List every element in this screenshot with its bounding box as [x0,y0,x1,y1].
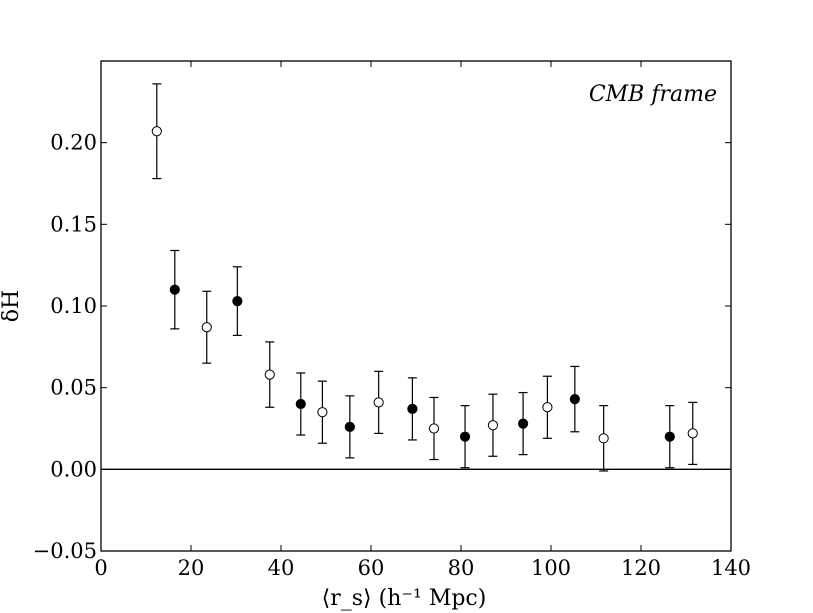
x-tick-label: 40 [268,556,295,580]
data-point-open [201,322,212,333]
x-tick-label: 120 [621,556,661,580]
data-point-filled [664,431,675,442]
data-point-open [373,397,384,408]
y-axis-label: δH [0,290,24,322]
marker-layer [151,126,698,444]
data-point-filled [459,431,471,442]
x-tick-label: 100 [531,556,571,580]
data-point-open [487,420,499,431]
y-tick-label: 0.15 [50,212,97,236]
data-point-open [687,428,698,439]
annotation-label: CMB frame [589,82,717,107]
y-tick-label: 0.00 [50,457,97,481]
y-tick-label: 0.10 [50,294,97,318]
data-point-filled [407,403,418,414]
x-tick-label: 20 [178,556,205,580]
y-tick-label: −0.05 [33,539,97,563]
data-point-open [428,423,440,434]
tick-layer: 0 20 40 60 80 100 120 140 −0.05 0.00 0.05 0.10 0.15 0… [33,61,751,580]
data-point-filled [169,284,180,295]
x-axis-label: ⟨r_s⟩ (h⁻¹ Mpc) [322,586,487,611]
plot-frame [100,60,732,552]
x-tick-label: 80 [448,556,475,580]
data-point-filled [569,394,580,405]
data-point-open [542,402,553,413]
data-point-filled [518,418,529,429]
y-tick-label: 0.20 [50,131,97,155]
y-tick-label: 0.05 [50,376,97,400]
data-point-open [264,369,275,380]
data-point-filled [344,421,355,432]
data-point-filled [295,398,306,410]
data-point-open [598,433,609,444]
x-tick-label: 0 [94,556,107,580]
data-point-open [151,126,162,137]
data-point-filled [232,296,243,307]
errorbar-layer [152,83,698,472]
x-tick-label: 140 [711,556,751,580]
data-point-open [317,407,328,418]
x-tick-label: 60 [358,556,385,580]
